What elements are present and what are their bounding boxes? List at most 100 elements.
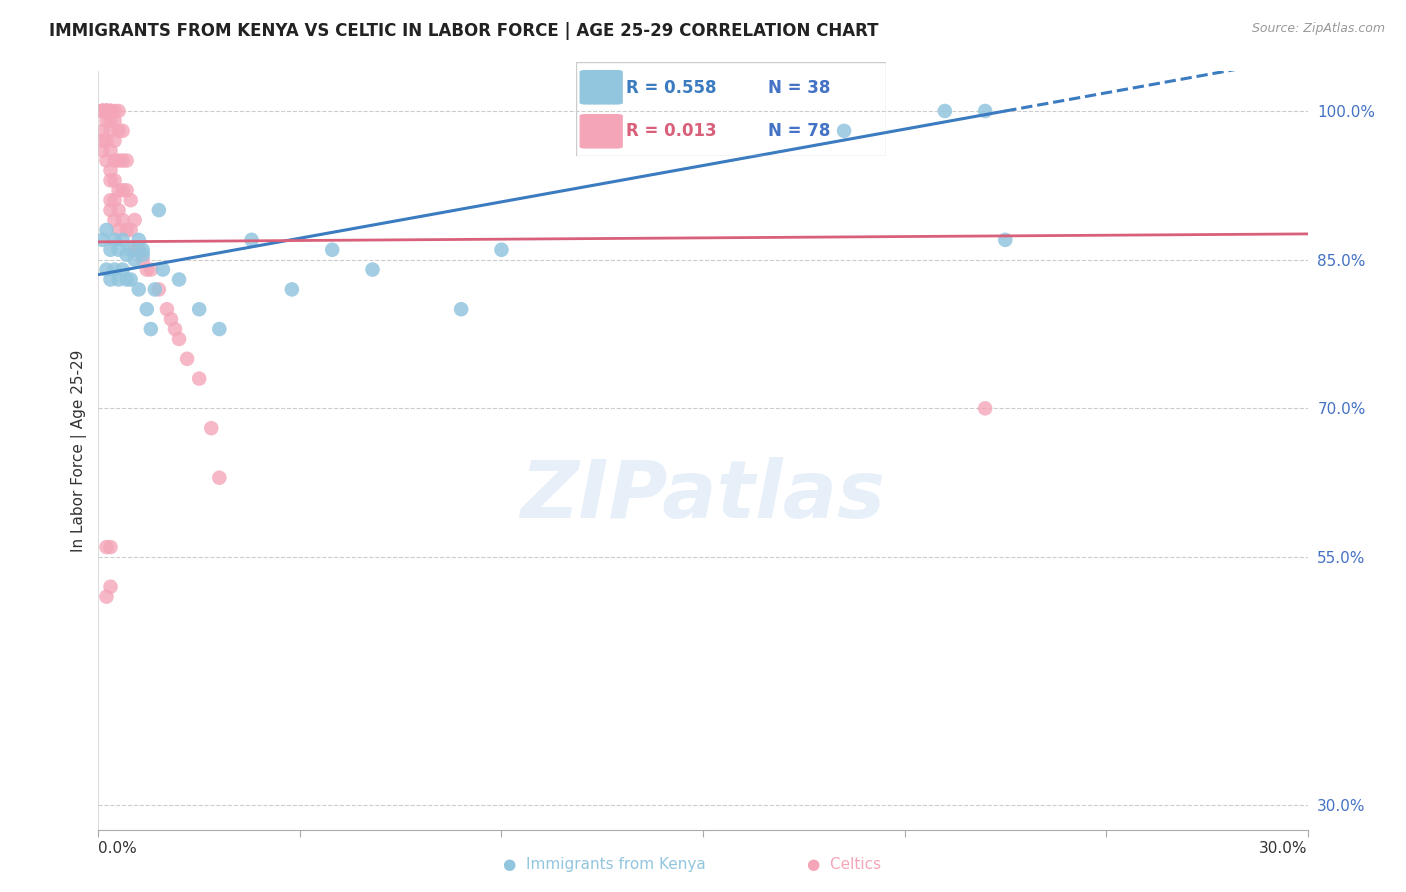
Point (143, 282, 166, 296)
Point (115, 153, 138, 168)
Point (100, 103, 122, 118)
Point (163, 322, 186, 336)
Point (96, 103, 118, 118)
Point (974, 103, 997, 118)
Point (124, 252, 146, 267)
FancyBboxPatch shape (579, 114, 623, 149)
Point (91, 103, 114, 118)
Point (103, 103, 125, 118)
Point (100, 173, 122, 187)
Point (100, 163, 122, 178)
Point (96, 103, 118, 118)
Point (128, 243, 150, 257)
Point (103, 213, 125, 227)
Text: Source: ZipAtlas.com: Source: ZipAtlas.com (1251, 22, 1385, 36)
Point (107, 223, 129, 237)
FancyBboxPatch shape (579, 70, 623, 104)
Point (100, 193, 122, 207)
Point (135, 302, 157, 317)
Point (124, 213, 146, 227)
Point (100, 124, 122, 138)
Point (156, 302, 179, 317)
Point (994, 233, 1017, 247)
Point (208, 471, 231, 485)
Point (974, 401, 997, 416)
Text: R = 0.558: R = 0.558 (626, 78, 717, 96)
Point (128, 233, 150, 247)
Point (103, 153, 125, 168)
Point (96, 103, 118, 118)
Point (96, 153, 118, 168)
Point (96, 103, 118, 118)
Point (100, 103, 122, 118)
Point (96, 223, 118, 237)
Point (176, 351, 198, 366)
Point (167, 272, 190, 286)
Point (96, 103, 118, 118)
Text: N = 38: N = 38 (768, 78, 831, 96)
Point (100, 243, 122, 257)
Point (115, 183, 138, 197)
Point (208, 322, 231, 336)
Point (139, 262, 162, 277)
Point (103, 173, 125, 187)
Point (96, 103, 118, 118)
Point (100, 580, 122, 594)
Point (91, 134, 114, 148)
Point (128, 282, 150, 296)
Point (111, 183, 134, 197)
Point (100, 272, 122, 286)
Y-axis label: In Labor Force | Age 25-29: In Labor Force | Age 25-29 (72, 350, 87, 551)
Point (111, 262, 134, 277)
Point (188, 302, 211, 317)
Point (148, 282, 170, 296)
Point (96, 103, 118, 118)
Point (96, 590, 118, 604)
Point (107, 103, 129, 118)
Point (100, 144, 122, 158)
Point (91, 144, 114, 158)
Point (91, 103, 114, 118)
Point (107, 124, 129, 138)
Point (91, 233, 114, 247)
Text: ●  Celtics: ● Celtics (807, 857, 880, 872)
Point (115, 248, 138, 262)
Point (91, 103, 114, 118)
Point (115, 223, 138, 237)
Point (100, 103, 122, 118)
Point (167, 332, 190, 346)
Point (132, 252, 155, 267)
Point (111, 153, 134, 168)
Text: 0.0%: 0.0% (98, 841, 138, 856)
Point (91, 103, 114, 118)
Point (120, 223, 142, 237)
Point (361, 262, 384, 277)
Text: ZIPatlas: ZIPatlas (520, 457, 886, 535)
Point (135, 262, 157, 277)
Point (120, 272, 142, 286)
Point (103, 114, 125, 128)
Point (115, 272, 138, 286)
Point (450, 302, 472, 317)
Point (107, 153, 129, 168)
Point (96, 103, 118, 118)
Point (103, 134, 125, 148)
Point (832, 124, 855, 138)
Text: ●  Immigrants from Kenya: ● Immigrants from Kenya (503, 857, 706, 872)
Point (240, 233, 263, 247)
Point (111, 233, 134, 247)
Point (100, 103, 122, 118)
Point (148, 203, 170, 218)
Point (96, 262, 118, 277)
Point (321, 243, 343, 257)
Point (100, 114, 122, 128)
Point (111, 213, 134, 227)
Point (200, 421, 222, 435)
Point (107, 243, 129, 257)
Point (124, 243, 146, 257)
Point (96, 134, 118, 148)
Point (103, 262, 125, 277)
Point (120, 243, 142, 257)
Point (132, 243, 155, 257)
Point (100, 203, 122, 218)
